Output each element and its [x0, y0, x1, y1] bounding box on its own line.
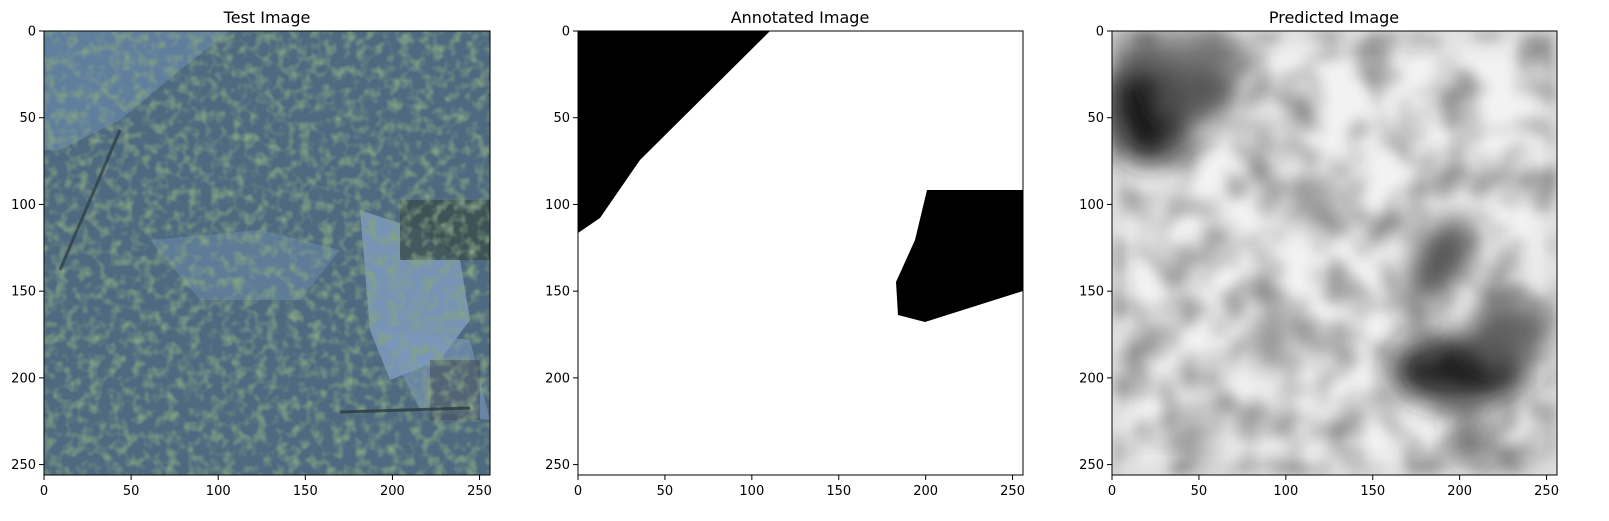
y-tick-label: 250	[1079, 458, 1104, 473]
x-tick-label: 250	[1000, 484, 1025, 499]
mask-region-top-left	[578, 31, 770, 233]
y-tick-label: 0	[562, 25, 570, 40]
x-axis: 0 50 100 150 200 250	[574, 475, 1025, 499]
axes-frame	[1111, 30, 1558, 476]
y-tick-label: 0	[28, 25, 36, 40]
x-tick-label: 100	[1273, 484, 1298, 499]
y-tick-label: 200	[1079, 371, 1104, 386]
x-tick-label: 100	[206, 484, 231, 499]
panel-predicted-image: Predicted Image 0 50 100 150 200 250 0 50 100 15…	[1079, 8, 1559, 499]
x-tick-label: 0	[1108, 484, 1116, 499]
satellite-photo	[44, 31, 490, 475]
y-tick-label: 100	[11, 198, 36, 213]
x-tick-label: 50	[123, 484, 140, 499]
axes-frame	[577, 30, 1024, 476]
y-tick-label: 250	[11, 458, 36, 473]
y-tick-label: 150	[545, 285, 570, 300]
x-tick-label: 250	[467, 484, 492, 499]
x-tick-label: 50	[1191, 484, 1208, 499]
x-tick-label: 200	[380, 484, 405, 499]
x-tick-label: 250	[1534, 484, 1559, 499]
panel-title: Predicted Image	[1269, 8, 1399, 27]
panel-test-image: Test Image 0 50 100 150 200 250 0 50 100 150 200 2…	[11, 8, 492, 499]
y-tick-label: 150	[1079, 285, 1104, 300]
y-tick-label: 200	[11, 371, 36, 386]
x-tick-label: 150	[293, 484, 318, 499]
panel-annotated-image: Annotated Image 0 50 100 150 200 250 0 50 100 15…	[545, 8, 1025, 499]
y-tick-label: 150	[11, 285, 36, 300]
y-axis: 0 50 100 150 200 250	[545, 25, 578, 473]
y-axis: 0 50 100 150 200 250	[11, 25, 44, 473]
y-tick-label: 100	[1079, 198, 1104, 213]
panel-title: Annotated Image	[731, 8, 870, 27]
y-tick-label: 0	[1096, 25, 1104, 40]
y-tick-label: 50	[1087, 111, 1104, 126]
y-tick-label: 200	[545, 371, 570, 386]
binary-mask	[578, 31, 1023, 475]
y-tick-label: 50	[553, 111, 570, 126]
y-tick-label: 250	[545, 458, 570, 473]
x-axis: 0 50 100 150 200 250	[40, 475, 492, 499]
x-axis: 0 50 100 150 200 250	[1108, 475, 1559, 499]
x-tick-label: 100	[739, 484, 764, 499]
x-tick-label: 150	[1360, 484, 1385, 499]
y-tick-label: 100	[545, 198, 570, 213]
axes-frame	[43, 30, 491, 476]
x-tick-label: 0	[40, 484, 48, 499]
grayscale-prediction	[1112, 31, 1557, 475]
y-axis: 0 50 100 150 200 250	[1079, 25, 1112, 473]
x-tick-label: 50	[657, 484, 674, 499]
x-tick-label: 0	[574, 484, 582, 499]
y-tick-label: 50	[19, 111, 36, 126]
panel-title: Test Image	[223, 8, 311, 27]
x-tick-label: 150	[826, 484, 851, 499]
mask-region-right	[896, 190, 1023, 322]
x-tick-label: 200	[1447, 484, 1472, 499]
x-tick-label: 200	[913, 484, 938, 499]
